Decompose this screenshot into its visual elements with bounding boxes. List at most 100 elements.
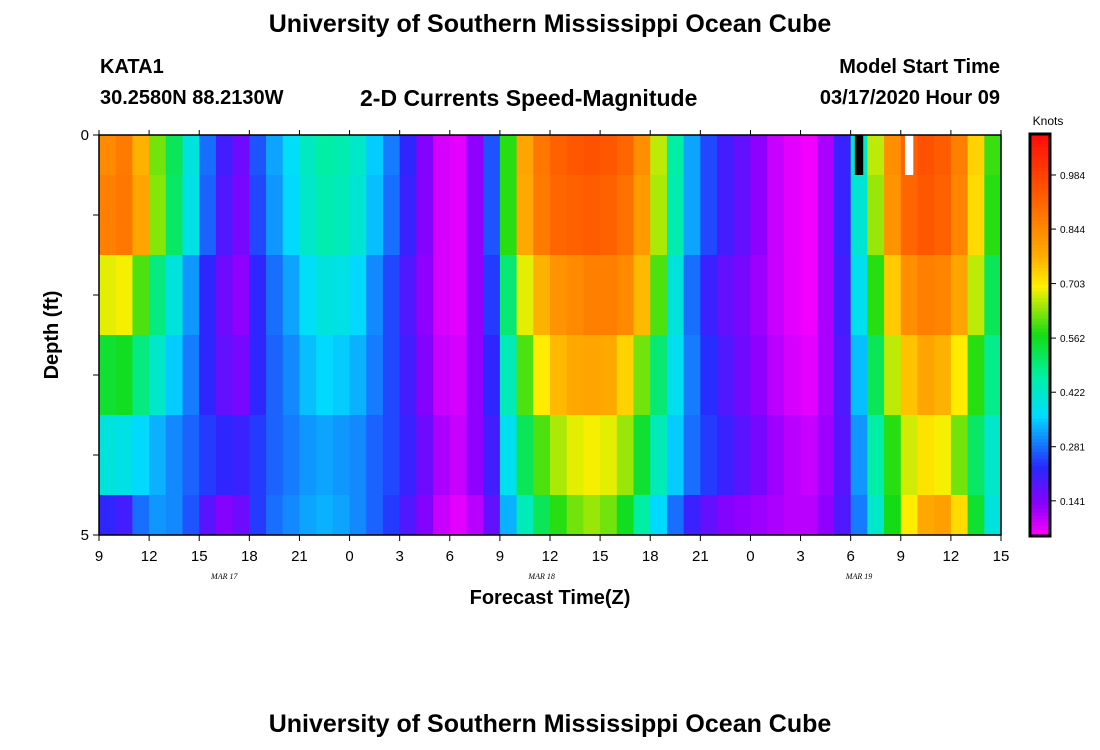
heatmap-cell: [249, 415, 267, 495]
heatmap-cell: [416, 135, 434, 175]
heatmap-cell: [316, 255, 334, 335]
heatmap-cell: [800, 495, 818, 535]
x-tick-label: 3: [395, 548, 403, 565]
heatmap-cell: [533, 255, 551, 335]
colorbar-segment: [1030, 207, 1050, 212]
colorbar-segment: [1030, 224, 1050, 229]
heatmap-cell: [850, 495, 868, 535]
heatmap-cell: [917, 335, 935, 415]
x-tick-label: 9: [897, 548, 905, 565]
heatmap-cell: [483, 335, 501, 415]
heatmap-cell: [416, 335, 434, 415]
colorbar-segment: [1030, 351, 1050, 356]
colorbar-segment: [1030, 254, 1050, 259]
x-tick-label: 0: [746, 548, 754, 565]
heatmap-cell: [99, 255, 117, 335]
heatmap-cell: [449, 415, 468, 495]
heatmap-cell: [499, 415, 518, 495]
colorbar-segment: [1030, 502, 1050, 507]
x-tick-label: 15: [592, 548, 609, 565]
heatmap-cell: [633, 255, 651, 335]
heatmap-cell: [600, 415, 618, 495]
colorbar-segment: [1030, 140, 1050, 145]
heatmap-cell: [182, 135, 200, 175]
heatmap-cell: [884, 495, 902, 535]
heatmap-cell: [833, 335, 852, 415]
heatmap-cell: [967, 135, 985, 175]
heatmap-cell: [967, 415, 985, 495]
colorbar-segment: [1030, 515, 1050, 521]
heatmap-cell: [332, 135, 351, 175]
heatmap-cell: [583, 175, 601, 255]
colorbar-segment: [1030, 211, 1050, 216]
heatmap-cell: [767, 335, 785, 415]
colorbar-segment: [1030, 217, 1050, 222]
heatmap-cell: [466, 415, 484, 495]
heatmap-cell: [266, 135, 284, 175]
heatmap-cell: [299, 135, 317, 175]
heatmap-cell: [399, 415, 417, 495]
heatmap-cell: [332, 335, 351, 415]
colorbar-segment: [1030, 398, 1050, 403]
heatmap-cell: [533, 415, 551, 495]
heatmap-cell: [533, 335, 551, 415]
colorbar-segment: [1030, 425, 1050, 430]
heatmap-cell: [800, 175, 818, 255]
heatmap-cell: [566, 495, 584, 535]
heatmap-cell: [332, 495, 351, 535]
colorbar-tick-label: 0.422: [1060, 388, 1085, 399]
heatmap-cell: [449, 335, 468, 415]
heatmap-cell: [950, 135, 969, 175]
colorbar-segment: [1030, 495, 1050, 500]
heatmap-cell: [833, 135, 852, 175]
heatmap-cell: [483, 415, 501, 495]
heatmap-cell: [299, 415, 317, 495]
colorbar-segment: [1030, 455, 1050, 460]
colorbar-segment: [1030, 167, 1050, 172]
colorbar-segment: [1030, 428, 1050, 433]
colorbar-segment: [1030, 458, 1050, 464]
heatmap-cell: [299, 175, 317, 255]
colorbar-segment: [1030, 197, 1050, 202]
heatmap-cell: [115, 495, 133, 535]
colorbar-segment: [1030, 257, 1050, 263]
x-tick-label: 12: [542, 548, 559, 565]
colorbar-segment: [1030, 184, 1050, 189]
heatmap-cell: [215, 415, 234, 495]
colorbar-segment: [1030, 321, 1050, 326]
colorbar-tick-label: 0.703: [1060, 280, 1085, 291]
heatmap-cell: [132, 135, 150, 175]
heatmap-cell: [984, 335, 1002, 415]
heatmap-cell: [282, 495, 301, 535]
heatmap-cell: [115, 175, 133, 255]
heatmap-cell: [399, 495, 417, 535]
heatmap-cell: [433, 175, 451, 255]
colorbar-segment: [1030, 412, 1050, 417]
heatmap-cell: [950, 415, 969, 495]
heatmap-cell: [817, 415, 835, 495]
heatmap-cell: [399, 335, 417, 415]
heatmap-cell: [299, 255, 317, 335]
heatmap-cell: [717, 415, 735, 495]
colorbar-segment: [1030, 519, 1050, 524]
heatmap-cell: [767, 255, 785, 335]
colorbar-segment: [1030, 341, 1050, 346]
colorbar-tick-label: 0.984: [1060, 171, 1085, 182]
heatmap-cell: [650, 335, 668, 415]
heatmap-cell: [332, 415, 351, 495]
heatmap-cell: [232, 175, 250, 255]
heatmap-cell: [366, 175, 384, 255]
heatmap-cell: [182, 255, 200, 335]
heatmap-cell: [433, 415, 451, 495]
heatmap-cell: [884, 415, 902, 495]
heatmap-cell: [867, 495, 885, 535]
colorbar-segment: [1030, 170, 1050, 175]
heatmap-cell: [266, 415, 284, 495]
heatmap-cell: [149, 255, 167, 335]
heatmap-cell: [867, 415, 885, 495]
heatmap-cell: [349, 495, 367, 535]
missing-data-marker: [904, 135, 914, 175]
heatmap-cell: [366, 335, 384, 415]
colorbar-segment: [1030, 157, 1050, 162]
